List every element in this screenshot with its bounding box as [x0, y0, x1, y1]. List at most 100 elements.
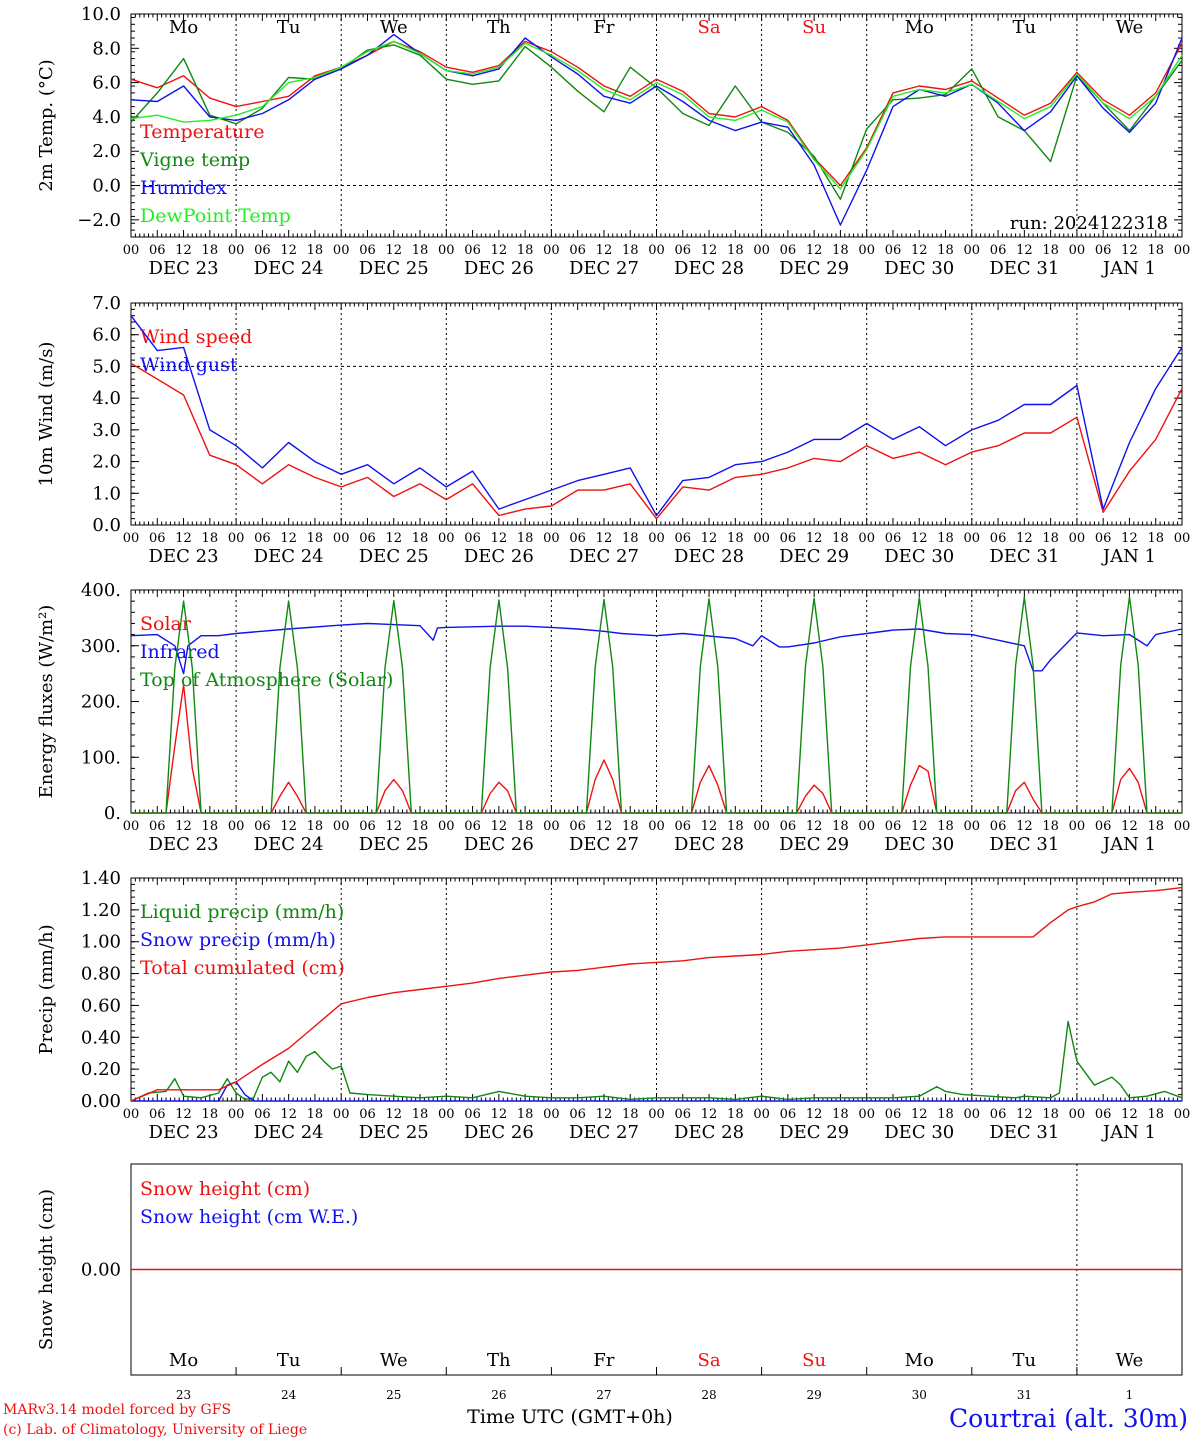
legend-entry: Snow height (cm W.E.) — [140, 1206, 358, 1228]
weekday-label: Tu — [277, 17, 301, 38]
hour-tick-label: 18 — [1042, 819, 1059, 834]
hour-tick-label: 00 — [123, 531, 140, 546]
hour-tick-label: 18 — [727, 243, 744, 258]
date-label: DEC 29 — [779, 258, 849, 279]
hour-tick-label: 00 — [1174, 1107, 1191, 1122]
series-line-wind-speed — [130, 362, 1183, 520]
hour-tick-label: 18 — [622, 819, 639, 834]
y-tick-label: 200. — [81, 692, 121, 713]
hour-tick-label: 06 — [149, 243, 166, 258]
chart-panels: 00 06 12 18 00 06 12 18 00 06 12 18 00 06 12 18 00 06 12 18… — [36, 4, 1190, 1402]
y-tick-label: 10.0 — [81, 4, 121, 25]
date-label: DEC 30 — [884, 546, 954, 567]
hour-tick-label: 00 — [858, 531, 875, 546]
hour-tick-label: 12 — [1016, 243, 1033, 258]
hour-tick-label: 00 — [1069, 531, 1086, 546]
legend-entry: Wind gust — [140, 354, 238, 376]
weekday-label: Mo — [169, 1350, 198, 1371]
credit-line-1: MARv3.14 model forced by GFS — [3, 1402, 231, 1418]
hour-tick-label: 12 — [806, 1107, 823, 1122]
weekday-label: Sa — [698, 1350, 721, 1371]
hour-tick-label: 18 — [832, 819, 849, 834]
hour-tick-label: 12 — [385, 1107, 402, 1122]
panel-5: Mo Tu We Th Fr Sa Su Mo Tu We 23 24 25 26 27 28 29 30 31 1 0… — [36, 1163, 1183, 1402]
hour-tick-label: 00 — [858, 1107, 875, 1122]
hour-tick-label: 06 — [990, 243, 1007, 258]
legend-entry: Vigne temp — [139, 149, 250, 171]
hour-tick-label: 06 — [780, 819, 797, 834]
hour-tick-label: 18 — [727, 819, 744, 834]
hour-tick-label: 06 — [254, 531, 271, 546]
date-label: DEC 28 — [674, 1122, 744, 1143]
hour-tick-label: 06 — [149, 1107, 166, 1122]
date-label: DEC 30 — [884, 834, 954, 855]
hour-tick-label: 06 — [885, 531, 902, 546]
date-label: DEC 31 — [989, 258, 1059, 279]
y-tick-label: 2.0 — [92, 141, 121, 162]
legend-entry: Solar — [140, 613, 192, 635]
weekday-label: Sa — [698, 17, 721, 38]
weekday-label: Mo — [905, 1350, 934, 1371]
hour-tick-label: 12 — [701, 243, 718, 258]
hour-tick-label: 12 — [280, 243, 297, 258]
hour-tick-label: 00 — [648, 819, 665, 834]
hour-tick-label: 06 — [675, 1107, 692, 1122]
legend-entry: Snow precip (mm/h) — [140, 929, 336, 951]
hour-tick-label: 18 — [832, 243, 849, 258]
y-tick-label: 1.0 — [92, 483, 121, 504]
hour-tick-label: 06 — [780, 531, 797, 546]
hour-tick-label: 12 — [806, 531, 823, 546]
hour-tick-label: 00 — [1069, 1107, 1086, 1122]
hour-tick-label: 18 — [307, 819, 324, 834]
y-tick-label: 0.0 — [92, 515, 121, 536]
credit-line-2: (c) Lab. of Climatology, University of L… — [3, 1422, 307, 1438]
hour-tick-label: 00 — [753, 243, 770, 258]
hour-tick-label: 00 — [648, 531, 665, 546]
y-tick-label: 0.80 — [81, 964, 121, 985]
hour-tick-label: 06 — [464, 531, 481, 546]
hour-tick-label: 00 — [543, 531, 560, 546]
hour-tick-label: 00 — [543, 1107, 560, 1122]
hour-tick-label: 12 — [491, 819, 508, 834]
hour-tick-label: 12 — [491, 243, 508, 258]
weekday-label: Tu — [277, 1350, 301, 1371]
hour-tick-label: 06 — [464, 1107, 481, 1122]
hour-tick-label: 18 — [412, 531, 429, 546]
hour-tick-label: 00 — [1174, 243, 1191, 258]
hour-tick-label: 18 — [1042, 1107, 1059, 1122]
date-label: DEC 23 — [149, 1122, 219, 1143]
legend-entry: Snow height (cm) — [140, 1178, 310, 1200]
hour-tick-label: 18 — [202, 531, 219, 546]
hour-tick-label: 00 — [438, 243, 455, 258]
legend-entry: DewPoint Temp — [140, 205, 291, 227]
date-label: DEC 29 — [779, 1122, 849, 1143]
hour-tick-label: 06 — [359, 531, 376, 546]
date-label: DEC 26 — [464, 1122, 534, 1143]
hour-tick-label: 00 — [858, 243, 875, 258]
series-line-humidex — [130, 33, 1183, 226]
hour-tick-label: 18 — [937, 819, 954, 834]
hour-tick-label: 12 — [280, 819, 297, 834]
hour-tick-label: 06 — [254, 243, 271, 258]
hour-tick-label: 12 — [596, 531, 613, 546]
hour-tick-label: 00 — [123, 243, 140, 258]
hour-tick-label: 06 — [464, 243, 481, 258]
hour-tick-label: 18 — [1042, 243, 1059, 258]
y-tick-label: 0. — [104, 803, 121, 824]
day-number-label: 31 — [1017, 1388, 1032, 1402]
date-label: DEC 23 — [149, 258, 219, 279]
y-axis-label: Precip (mm/h) — [36, 924, 57, 1054]
hour-tick-label: 06 — [1095, 531, 1112, 546]
date-label: DEC 27 — [569, 546, 639, 567]
hour-tick-label: 12 — [385, 243, 402, 258]
hour-tick-label: 00 — [333, 1107, 350, 1122]
run-annotation: run: 2024122318 — [1010, 213, 1168, 234]
date-label: DEC 31 — [989, 1122, 1059, 1143]
panel-1: 00 06 12 18 00 06 12 18 00 06 12 18 00 06 12 18 00 06 12 18… — [36, 4, 1190, 279]
y-tick-label: 300. — [81, 636, 121, 657]
day-number-label: 27 — [596, 1388, 611, 1402]
hour-tick-label: 18 — [517, 1107, 534, 1122]
hour-tick-label: 18 — [517, 819, 534, 834]
hour-tick-label: 18 — [1147, 243, 1164, 258]
date-label: DEC 25 — [359, 258, 429, 279]
